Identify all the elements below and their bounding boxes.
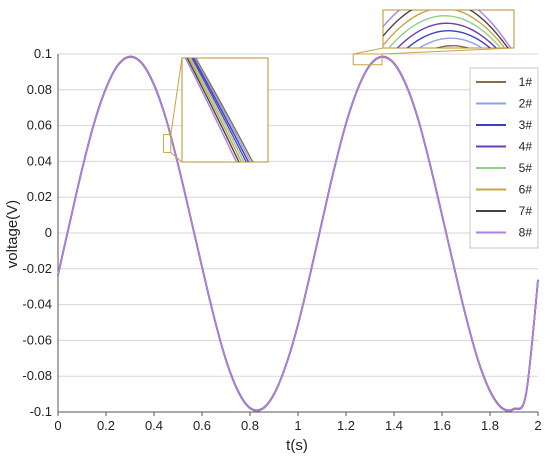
zoom-connector <box>170 57 183 135</box>
zoom-series-line-5 <box>189 58 245 162</box>
y-tick-label: 0.04 <box>27 153 52 168</box>
zoom-series-line-3 <box>192 58 250 162</box>
y-tick-labels: -0.1 -0.08 -0.06 -0.04 -0.02 0 0.02 0.04 0.06 0.0… <box>22 46 52 419</box>
x-tick-label: 0.8 <box>241 418 259 433</box>
x-tick-label: 2 <box>534 418 541 433</box>
y-tick-label: 0.08 <box>27 82 52 97</box>
x-tick-labels: 0 0.2 0.4 0.6 0.8 1 1.2 1.4 1.6 1.8 2 <box>54 418 541 433</box>
zoom-series-line-2 <box>418 37 484 48</box>
y-tick-label: -0.04 <box>22 297 52 312</box>
x-tick-label: 0.2 <box>97 418 115 433</box>
x-tick-label: 1.8 <box>481 418 499 433</box>
legend-label: 4# <box>519 140 533 154</box>
y-tick-label: 0.06 <box>27 118 52 133</box>
zoom-series-line-6 <box>383 10 506 48</box>
y-tick-label: 0.1 <box>34 46 52 61</box>
legend-label: 6# <box>519 183 533 197</box>
zoom-series-line-7 <box>186 58 240 162</box>
x-tick-label: 1 <box>294 418 301 433</box>
y-tick-label: -0.08 <box>22 368 52 383</box>
zoom-region-marker <box>352 53 383 66</box>
zoom-connector <box>381 47 515 55</box>
series-lines <box>57 55 539 412</box>
zoom-series-line-5 <box>387 15 502 48</box>
zoom-series-line-2 <box>193 58 252 162</box>
legend-label: 2# <box>519 97 533 111</box>
x-tick-label: 1.2 <box>337 418 355 433</box>
series-line-2 <box>57 56 539 412</box>
series-line-4 <box>57 56 539 412</box>
x-tick-label: 0 <box>54 418 61 433</box>
zoom-series-line-4 <box>396 22 498 48</box>
series-line-8 <box>57 56 539 412</box>
series-line-7 <box>57 55 539 412</box>
y-tick-label: -0.1 <box>30 404 52 419</box>
zoom-connector <box>170 152 183 163</box>
zoom-series-line-1 <box>435 45 471 48</box>
legend-label: 3# <box>519 118 533 132</box>
legend: 1# 2# 3# 4# 5# 6# 7# 8# <box>469 67 539 249</box>
zoom-connector <box>353 47 384 55</box>
zoom-inset-curves <box>184 58 254 162</box>
zoom-series-line-3 <box>406 30 492 48</box>
series-line-1 <box>57 55 539 412</box>
zoom-region-marker <box>163 134 172 153</box>
y-tick-label: -0.02 <box>22 261 52 276</box>
x-tick-label: 1.6 <box>433 418 451 433</box>
grid-lines <box>58 53 538 413</box>
zoom-insets <box>163 9 515 163</box>
x-tick-label: 0.6 <box>193 418 211 433</box>
y-axis-label: voltage(V) <box>4 200 21 268</box>
zoom-inset-curves <box>383 10 512 48</box>
zoom-series-line-1 <box>194 58 254 162</box>
y-tick-label: 0 <box>45 225 52 240</box>
y-tick-label: 0.02 <box>27 189 52 204</box>
x-axis-label: t(s) <box>286 437 308 454</box>
legend-label: 8# <box>519 226 533 240</box>
zoom-series-line-8 <box>383 10 512 48</box>
y-tick-label: -0.06 <box>22 332 52 347</box>
zoom-series-line-6 <box>188 58 243 162</box>
x-tick-label: 0.4 <box>145 418 163 433</box>
legend-box <box>469 67 539 249</box>
zoom-series-line-8 <box>184 58 238 162</box>
series-line-3 <box>57 56 539 412</box>
zoom-series-line-7 <box>383 10 509 48</box>
legend-label: 7# <box>519 204 533 218</box>
x-tick-label: 1.4 <box>385 418 403 433</box>
legend-label: 5# <box>519 161 533 175</box>
axes <box>57 54 539 416</box>
zoom-series-line-4 <box>191 58 247 162</box>
legend-label: 1# <box>519 75 533 89</box>
